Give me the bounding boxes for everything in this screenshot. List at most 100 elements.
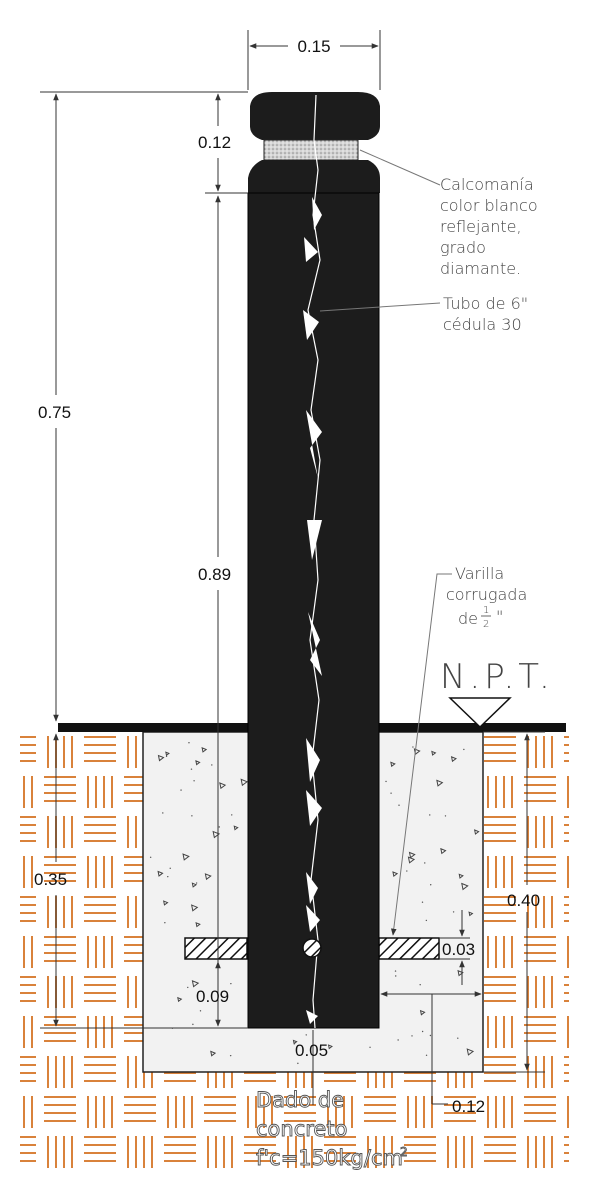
aggregate-dot [193, 780, 195, 782]
dim-rebar-offset: 0.03 [442, 940, 475, 959]
aggregate-dot [305, 1034, 307, 1036]
aggregate-stone [177, 996, 183, 1003]
aggregate-dot [406, 870, 408, 872]
aggregate-dot [293, 1043, 296, 1045]
dimension-lines [40, 30, 545, 1105]
dim-tube-length: 0.89 [198, 565, 231, 584]
aggregate-dot [425, 1054, 428, 1056]
aggregate-dot [457, 1037, 459, 1039]
npt-marker-icon [448, 697, 512, 729]
aggregate-dot [215, 966, 218, 969]
aggregate-stone [450, 756, 457, 763]
aggregate-stone [240, 778, 249, 787]
npt-label: N.P.T. [440, 657, 554, 697]
svg-text:2: 2 [483, 619, 489, 630]
aggregate-dot [195, 882, 198, 884]
aggregate-stone [182, 853, 190, 861]
aggregate-dot [398, 804, 400, 806]
note-dado: Dado de concreto f'c=150kg/cm 2 [256, 1088, 409, 1171]
aggregate-dot [411, 1035, 413, 1037]
dim-side-cover: 0.12 [452, 1097, 485, 1116]
aggregate-stone [233, 825, 239, 831]
aggregate-stone [212, 830, 221, 839]
aggregate-stone [458, 873, 464, 879]
svg-text:cédula 30: cédula 30 [443, 315, 522, 334]
aggregate-stone [165, 751, 170, 757]
aggregate-dot [369, 1046, 371, 1048]
aggregate-dot [444, 815, 447, 817]
aggregate-dot [165, 755, 168, 758]
svg-text:": " [496, 607, 503, 626]
aggregate-dot [452, 911, 455, 913]
aggregate-stone [201, 747, 208, 753]
aggregate-dot [218, 826, 221, 828]
aggregate-stone [440, 847, 447, 855]
aggregate-stone [390, 761, 396, 768]
aggregate-dot [390, 792, 392, 794]
aggregate-dot [419, 984, 421, 986]
aggregate-stone [407, 856, 416, 864]
aggregate-stone [466, 1048, 475, 1056]
aggregate-dot [412, 746, 414, 748]
aggregate-dot [162, 812, 164, 814]
svg-text:Dado de: Dado de [256, 1088, 344, 1112]
dim-rebar-to-bottom: 0.09 [196, 987, 229, 1006]
concrete-aggregate [149, 742, 480, 1065]
leader-lines [319, 149, 452, 936]
bollard-collar [248, 160, 380, 193]
aggregate-dot [180, 789, 182, 791]
aggregate-stone [195, 760, 201, 766]
aggregate-stone [163, 900, 169, 906]
aggregate-dot [199, 1010, 202, 1012]
aggregate-stone [457, 969, 464, 977]
aggregate-stone [157, 754, 165, 762]
aggregate-stone [292, 1039, 298, 1045]
note-sticker: Calcomanía color blanco reflejante, grad… [440, 175, 538, 278]
aggregate-dot [188, 742, 190, 744]
aggregate-dot [385, 780, 387, 783]
svg-text:Calcomanía: Calcomanía [440, 175, 534, 194]
svg-text:2: 2 [400, 1145, 408, 1159]
svg-text:concreto: concreto [256, 1117, 347, 1141]
svg-text:diamante.: diamante. [440, 259, 521, 278]
aggregate-dot [190, 768, 193, 770]
dim-top-width: 0.15 [297, 37, 330, 56]
svg-text:1: 1 [483, 605, 489, 616]
aggregate-dot [429, 1034, 432, 1037]
note-rebar: Varilla corrugada de 1 2 " [446, 564, 527, 630]
aggregate-dot [421, 901, 424, 903]
aggregate-stone [219, 782, 227, 790]
aggregate-stone [204, 873, 212, 881]
aggregate-stone [190, 904, 199, 912]
aggregate-dot [429, 814, 431, 816]
aggregate-dot [211, 764, 213, 766]
rebar-cross-section [302, 938, 322, 958]
rebar [184, 937, 440, 960]
aggregate-dot [425, 919, 428, 922]
aggregate-dot [187, 986, 189, 989]
aggregate-stone [191, 980, 200, 988]
aggregate-stone [157, 870, 164, 877]
aggregate-stone [195, 922, 201, 928]
dim-embed-depth: 0.35 [34, 870, 67, 889]
bollard-post [247, 92, 380, 1029]
aggregate-dot [397, 1039, 399, 1041]
aggregate-stone [473, 829, 480, 835]
aggregate-dot [231, 814, 233, 816]
aggregate-dot [395, 975, 397, 977]
aggregate-dot [424, 862, 426, 864]
aggregate-dot [430, 884, 432, 886]
aggregate-dot [229, 1054, 232, 1057]
aggregate-stone [419, 1009, 426, 1016]
tube-highlights [303, 197, 322, 1024]
reflective-band [263, 139, 359, 161]
svg-text:reflejante,: reflejante, [440, 217, 522, 236]
dim-dado-depth: 0.40 [507, 891, 540, 910]
svg-text:color blanco: color blanco [440, 196, 538, 215]
svg-text:Tubo de 6": Tubo de 6" [443, 294, 528, 313]
svg-text:grado: grado [440, 238, 486, 257]
aggregate-dot [230, 982, 232, 985]
aggregate-stone [191, 882, 198, 888]
note-tube: Tubo de 6" cédula 30 [443, 294, 528, 334]
